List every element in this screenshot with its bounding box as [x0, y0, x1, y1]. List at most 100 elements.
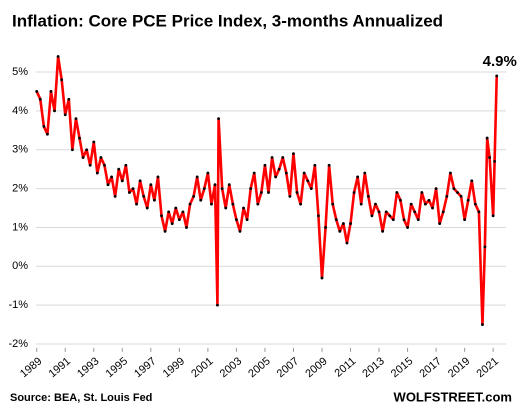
- y-tick-label: 1%: [12, 221, 28, 233]
- data-point: [56, 55, 60, 58]
- data-point: [181, 210, 185, 214]
- data-point: [145, 206, 149, 210]
- data-point: [120, 179, 124, 183]
- data-point: [124, 163, 128, 167]
- data-point: [85, 148, 89, 152]
- data-point: [331, 202, 335, 206]
- credit: WOLFSTREET.com: [394, 389, 512, 404]
- data-point: [142, 194, 146, 198]
- data-point: [395, 191, 399, 194]
- data-point: [441, 210, 445, 214]
- data-point: [483, 245, 487, 249]
- data-point: [252, 171, 256, 175]
- data-point: [493, 159, 496, 163]
- annotation: 4.9%: [483, 53, 517, 70]
- data-point: [299, 202, 302, 206]
- data-point: [128, 191, 131, 194]
- data-point: [374, 202, 377, 206]
- y-tick-label: -2%: [8, 338, 28, 350]
- data-point: [160, 214, 163, 218]
- data-point: [448, 171, 452, 175]
- data-point: [38, 97, 42, 101]
- data-point: [63, 113, 67, 117]
- data-point: [177, 218, 181, 222]
- data-point: [456, 191, 459, 194]
- data-point: [192, 194, 196, 198]
- data-point: [238, 229, 242, 233]
- data-point: [249, 187, 253, 190]
- data-point: [320, 276, 324, 280]
- data-point: [202, 187, 206, 190]
- data-point: [452, 187, 456, 190]
- data-point: [259, 191, 263, 194]
- data-point: [35, 90, 39, 93]
- data-point: [473, 202, 477, 206]
- chart-title: Inflation: Core PCE Price Index, 3-month…: [12, 11, 443, 30]
- data-point: [366, 194, 370, 198]
- data-point: [349, 222, 352, 225]
- data-point: [295, 191, 299, 194]
- data-point: [174, 206, 178, 210]
- data-point: [277, 167, 281, 171]
- data-point: [267, 191, 270, 194]
- data-point: [263, 163, 267, 167]
- data-point: [470, 179, 474, 183]
- data-point: [131, 187, 135, 190]
- data-point: [163, 229, 167, 233]
- data-point: [334, 218, 338, 222]
- data-point: [485, 136, 489, 140]
- data-point: [409, 202, 413, 206]
- data-point: [42, 125, 46, 128]
- data-point: [46, 132, 49, 136]
- data-point: [188, 202, 192, 206]
- data-point: [495, 74, 499, 78]
- data-point: [103, 163, 106, 167]
- data-point: [481, 323, 484, 326]
- data-point: [391, 218, 395, 222]
- data-point: [199, 198, 203, 202]
- data-point: [488, 156, 491, 159]
- data-point: [270, 156, 274, 159]
- data-point: [216, 303, 219, 307]
- data-point: [427, 198, 431, 202]
- data-point: [185, 226, 188, 229]
- data-point: [434, 187, 438, 190]
- data-point: [170, 222, 174, 225]
- data-point: [135, 202, 138, 206]
- data-point: [245, 218, 249, 222]
- data-point: [431, 206, 434, 210]
- data-point: [156, 175, 160, 179]
- data-point: [227, 183, 231, 187]
- data-point: [327, 163, 331, 167]
- data-point: [477, 210, 481, 214]
- data-point: [359, 202, 363, 206]
- data-point: [309, 187, 313, 190]
- data-point: [274, 175, 278, 179]
- data-point: [167, 210, 171, 214]
- y-tick-label: -1%: [8, 299, 28, 311]
- data-point: [206, 171, 210, 175]
- data-point: [152, 198, 156, 202]
- data-point: [99, 156, 103, 159]
- data-point: [306, 179, 310, 183]
- data-point: [370, 214, 374, 218]
- y-tick-label: 0%: [12, 260, 28, 272]
- data-point: [138, 179, 142, 183]
- data-point: [466, 198, 470, 202]
- data-point: [438, 222, 442, 225]
- data-point: [81, 156, 85, 159]
- data-point: [113, 194, 117, 198]
- data-point: [406, 226, 409, 229]
- data-point: [313, 163, 317, 167]
- data-point: [70, 148, 74, 152]
- y-tick-label: 5%: [12, 66, 28, 78]
- data-point: [235, 218, 238, 222]
- data-point: [352, 191, 356, 194]
- data-point: [416, 218, 420, 222]
- data-point: [288, 194, 292, 198]
- data-point: [384, 210, 388, 214]
- data-point: [381, 229, 385, 233]
- data-point: [224, 206, 228, 210]
- data-point: [210, 202, 213, 206]
